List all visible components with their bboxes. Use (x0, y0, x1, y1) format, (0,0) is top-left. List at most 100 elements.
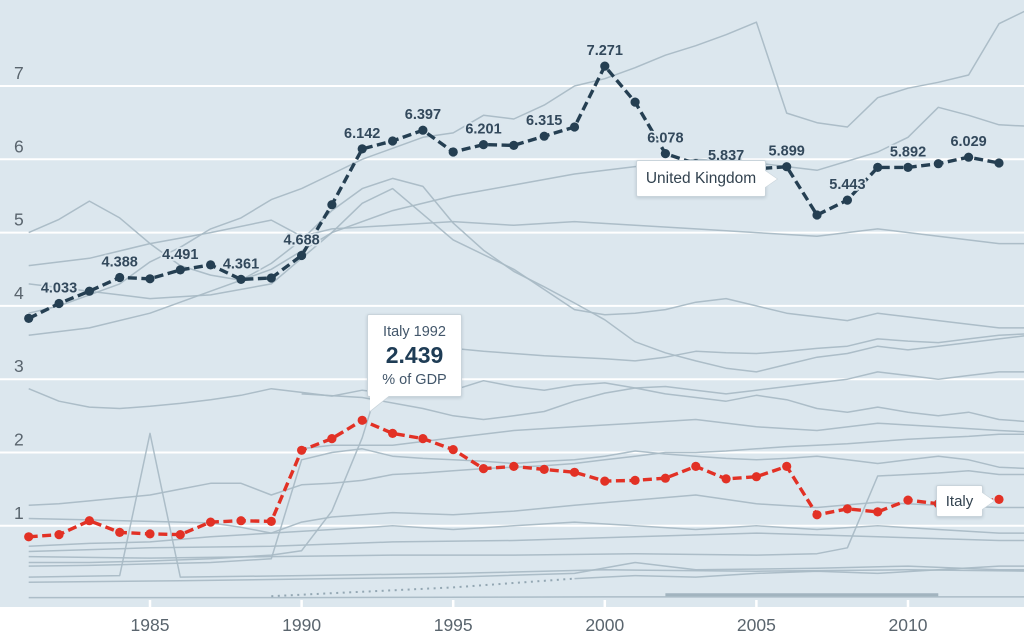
data-point-italy-2004[interactable] (721, 474, 731, 484)
y-axis-label-7: 7 (14, 63, 24, 83)
data-point-italy-1994[interactable] (418, 434, 428, 444)
x-axis-label-2000: 2000 (585, 615, 624, 635)
data-point-united-kingdom-1991[interactable] (327, 200, 337, 210)
background-country-line-2 (28, 187, 1024, 329)
y-axis-label-5: 5 (14, 210, 24, 230)
data-point-italy-1986[interactable] (175, 530, 185, 540)
background-country-line-12 (28, 494, 1024, 534)
series-line-united-kingdom (27, 64, 1000, 320)
point-label-united-kingdom-1998: 6.315 (526, 113, 562, 129)
x-axis-strip (0, 607, 1024, 639)
point-label-united-kingdom-2012: 6.029 (950, 134, 986, 150)
data-point-united-kingdom-2008[interactable] (842, 195, 853, 205)
data-point-italy-1983[interactable] (84, 516, 94, 526)
x-tick-1990 (300, 600, 303, 607)
data-point-italy-1987[interactable] (206, 517, 216, 527)
data-point-italy-2000[interactable] (600, 476, 610, 486)
data-point-united-kingdom-1987[interactable] (206, 260, 216, 270)
data-point-united-kingdom-2007[interactable] (812, 210, 822, 220)
data-point-italy-2007[interactable] (812, 510, 822, 520)
data-point-italy-1993[interactable] (388, 428, 398, 438)
data-point-united-kingdom-1998[interactable] (539, 131, 549, 141)
data-point-united-kingdom-1982[interactable] (54, 298, 64, 309)
background-country-line-9 (28, 219, 1024, 267)
data-point-united-kingdom-2001[interactable] (630, 97, 640, 107)
data-point-united-kingdom-1997[interactable] (509, 140, 519, 150)
y-axis-label-3: 3 (14, 356, 24, 376)
data-point-italy-2001[interactable] (630, 475, 640, 485)
data-point-italy-1992[interactable] (357, 415, 367, 425)
data-point-italy-2010[interactable] (903, 495, 913, 505)
data-point-united-kingdom-2009[interactable] (873, 162, 883, 172)
data-point-italy-1997[interactable] (509, 461, 519, 471)
data-point-united-kingdom-1981[interactable] (24, 313, 34, 323)
data-point-italy-1981[interactable] (24, 532, 34, 542)
data-point-united-kingdom-2013[interactable] (994, 158, 1004, 168)
point-label-united-kingdom-1984: 4.388 (102, 255, 138, 271)
data-point-united-kingdom-2012[interactable] (964, 152, 974, 162)
data-point-italy-1996[interactable] (478, 464, 489, 474)
x-tick-2005 (755, 600, 758, 607)
data-point-italy-2009[interactable] (873, 507, 883, 517)
data-point-italy-2006[interactable] (782, 461, 792, 471)
data-point-united-kingdom-1989[interactable] (266, 273, 276, 283)
tooltip-title: Italy 1992 (383, 324, 446, 340)
data-point-united-kingdom-2000[interactable] (600, 61, 610, 71)
background-country-line-13 (28, 521, 1024, 548)
background-country-line-14 (28, 532, 1024, 553)
data-point-italy-2008[interactable] (842, 504, 853, 514)
background-country-line-3 (28, 379, 1024, 423)
point-label-united-kingdom-1986: 4.491 (162, 247, 198, 263)
x-tick-1995 (451, 600, 455, 607)
data-point-united-kingdom-1994[interactable] (418, 125, 428, 135)
tooltip-value: 2.439 (385, 342, 444, 368)
data-point-united-kingdom-1988[interactable] (236, 274, 246, 284)
x-axis-label-2010: 2010 (889, 615, 928, 635)
callout-pointer-right-icon (764, 169, 777, 188)
data-point-italy-1989[interactable] (266, 516, 276, 527)
x-axis-label-2005: 2005 (737, 615, 776, 635)
data-point-united-kingdom-1985[interactable] (145, 274, 155, 284)
data-point-united-kingdom-1995[interactable] (448, 147, 458, 157)
y-axis-label-1: 1 (14, 503, 24, 523)
data-point-united-kingdom-2002[interactable] (660, 149, 671, 159)
data-point-united-kingdom-1996[interactable] (478, 140, 489, 150)
x-axis-label-1990: 1990 (282, 615, 321, 635)
point-label-united-kingdom-2006: 5.899 (769, 144, 805, 160)
plot-background (0, 0, 1024, 607)
data-point-united-kingdom-1984[interactable] (115, 272, 125, 283)
background-country-line-16 (28, 432, 1024, 578)
data-point-united-kingdom-1986[interactable] (175, 265, 185, 275)
data-point-italy-1984[interactable] (115, 527, 125, 538)
data-point-united-kingdom-1999[interactable] (569, 122, 580, 132)
point-label-united-kingdom-2008: 5.443 (829, 177, 865, 193)
data-point-italy-2005[interactable] (751, 472, 762, 482)
background-country-line-15 (28, 561, 1024, 583)
data-point-united-kingdom-1993[interactable] (388, 136, 398, 146)
data-point-italy-2002[interactable] (660, 473, 671, 483)
point-label-united-kingdom-1982: 4.033 (41, 281, 77, 297)
italy-series-callout-label: Italy (945, 492, 974, 510)
data-point-italy-1982[interactable] (54, 530, 64, 540)
data-point-united-kingdom-1992[interactable] (357, 144, 367, 154)
x-axis-label-1995: 1995 (434, 615, 473, 635)
data-point-italy-1999[interactable] (569, 467, 580, 477)
data-point-united-kingdom-2006[interactable] (782, 162, 792, 172)
data-point-united-kingdom-2011[interactable] (933, 159, 943, 169)
data-point-italy-1995[interactable] (448, 445, 458, 455)
data-point-italy-2013[interactable] (994, 494, 1004, 504)
data-point-united-kingdom-2010[interactable] (903, 162, 913, 172)
data-point-united-kingdom-1983[interactable] (84, 286, 94, 296)
data-point-italy-1988[interactable] (236, 516, 246, 526)
data-point-italy-2003[interactable] (691, 461, 701, 471)
background-country-line-10 (301, 418, 1024, 450)
data-point-italy-1991[interactable] (327, 434, 337, 444)
data-point-italy-1985[interactable] (145, 529, 155, 539)
data-point-italy-1990[interactable] (297, 445, 307, 455)
data-point-italy-1998[interactable] (539, 464, 549, 474)
point-label-united-kingdom-1990: 4.688 (283, 233, 319, 249)
x-axis-label-1985: 1985 (131, 615, 170, 635)
point-label-united-kingdom-2000: 7.271 (587, 43, 623, 59)
data-point-united-kingdom-1990[interactable] (297, 250, 307, 261)
